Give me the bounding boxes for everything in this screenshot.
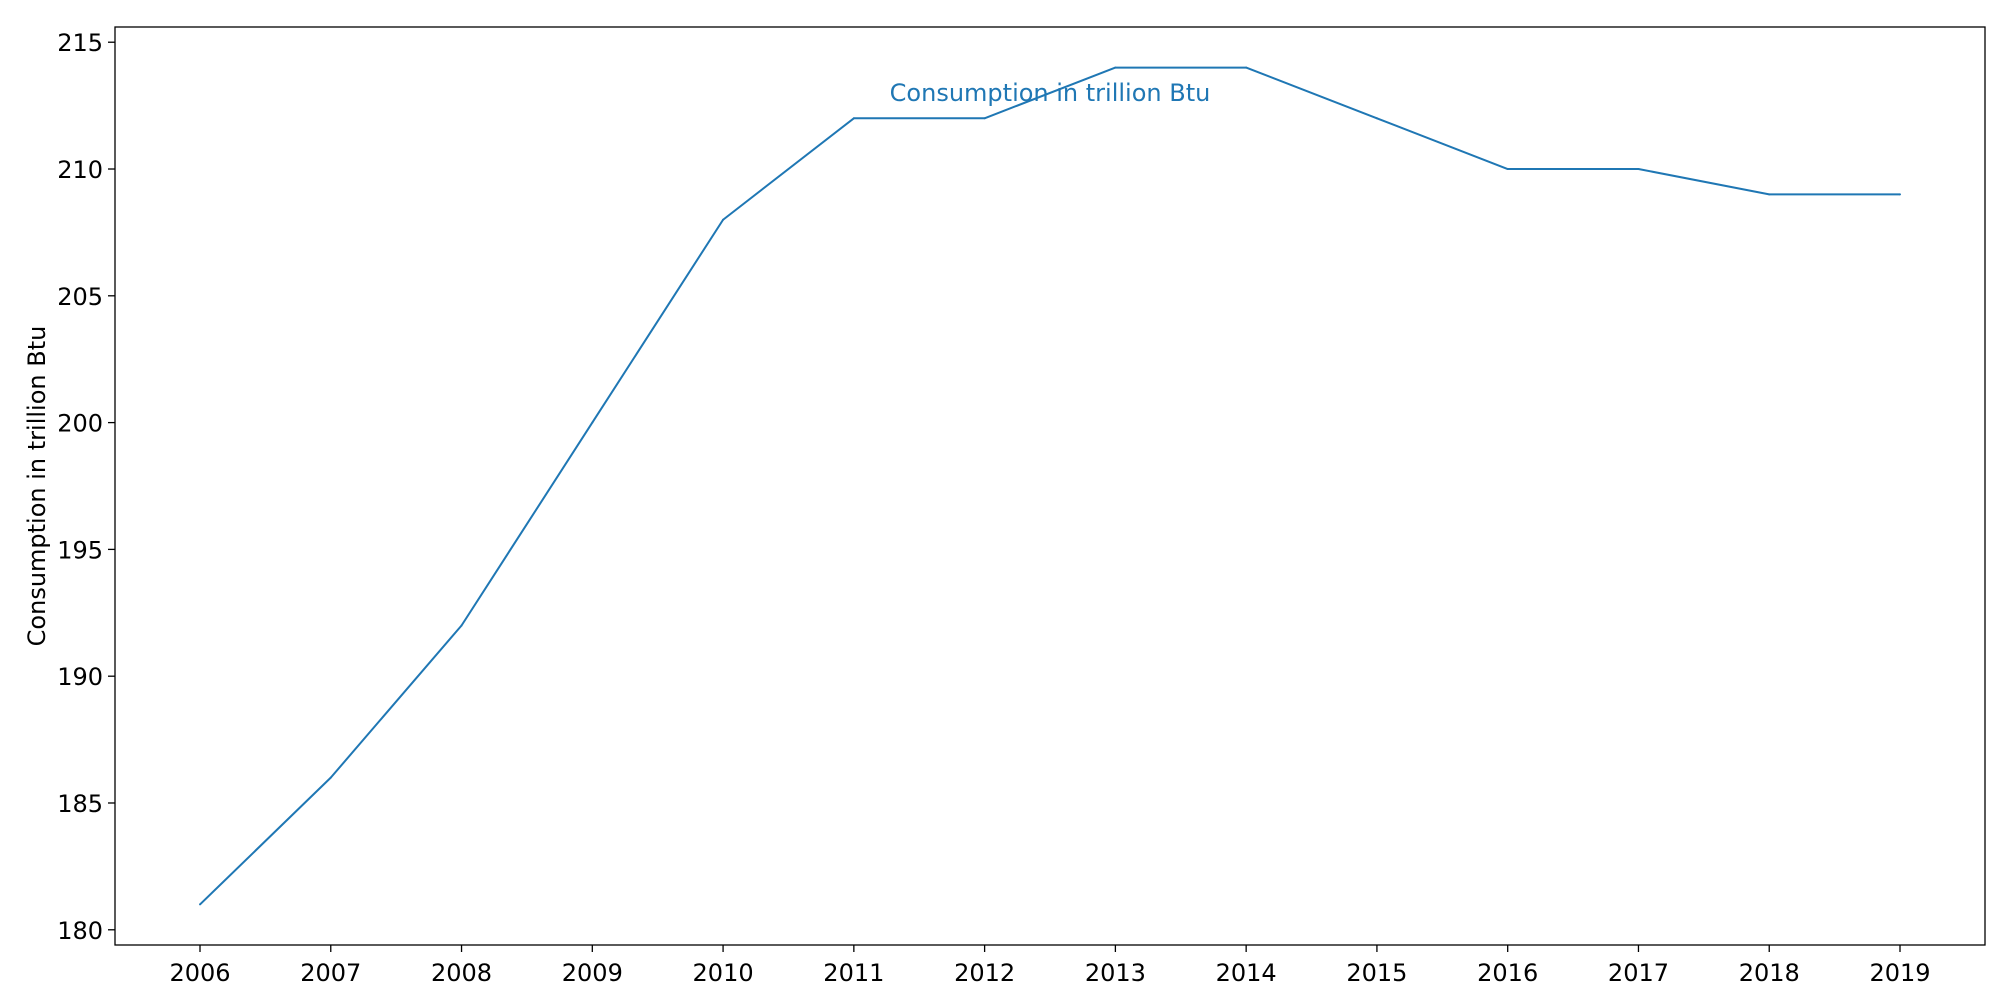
y-tick-label: 215 xyxy=(57,29,103,57)
data-point xyxy=(852,117,855,120)
y-axis-ticks: 180 185 190 195 200 205 210 215 xyxy=(57,29,115,945)
data-point xyxy=(1899,193,1901,196)
series-label: Consumption in trillion Btu xyxy=(890,79,1211,107)
x-tick-label: 2017 xyxy=(1608,959,1669,987)
y-axis-label: Consumption in trillion Btu xyxy=(23,326,51,647)
data-point xyxy=(591,421,594,424)
x-tick-label: 2012 xyxy=(954,959,1015,987)
y-tick-label: 200 xyxy=(57,410,103,438)
data-point xyxy=(1768,193,1771,196)
x-tick-label: 2009 xyxy=(562,959,623,987)
x-tick-label: 2015 xyxy=(1346,959,1407,987)
data-point xyxy=(329,776,332,779)
x-axis-ticks: 2006 2007 2008 2009 2010 2011 2012 2013 2014 2015… xyxy=(169,945,1931,987)
x-tick-label: 2010 xyxy=(693,959,754,987)
data-point xyxy=(722,218,725,221)
x-tick-label: 2018 xyxy=(1739,959,1800,987)
x-tick-label: 2007 xyxy=(300,959,361,987)
series-layer xyxy=(199,66,1901,906)
x-tick-label: 2019 xyxy=(1869,959,1930,987)
data-point xyxy=(199,903,201,906)
data-point xyxy=(460,624,463,627)
y-tick-label: 180 xyxy=(57,917,103,945)
y-tick-label: 195 xyxy=(57,536,103,564)
x-tick-label: 2013 xyxy=(1085,959,1146,987)
x-tick-label: 2006 xyxy=(169,959,230,987)
x-tick-label: 2008 xyxy=(431,959,492,987)
data-point xyxy=(1637,168,1640,171)
y-tick-label: 205 xyxy=(57,283,103,311)
plot-area-frame xyxy=(114,26,1986,946)
data-point xyxy=(1375,117,1378,120)
y-tick-label: 210 xyxy=(57,156,103,184)
y-tick-label: 185 xyxy=(57,790,103,818)
data-point xyxy=(1245,66,1248,69)
x-tick-label: 2011 xyxy=(823,959,884,987)
x-tick-label: 2016 xyxy=(1477,959,1538,987)
y-tick-label: 190 xyxy=(57,663,103,691)
data-point xyxy=(1506,168,1509,171)
data-point xyxy=(1114,66,1117,69)
x-tick-label: 2014 xyxy=(1216,959,1277,987)
data-point xyxy=(983,117,986,120)
series-line xyxy=(199,66,1900,906)
